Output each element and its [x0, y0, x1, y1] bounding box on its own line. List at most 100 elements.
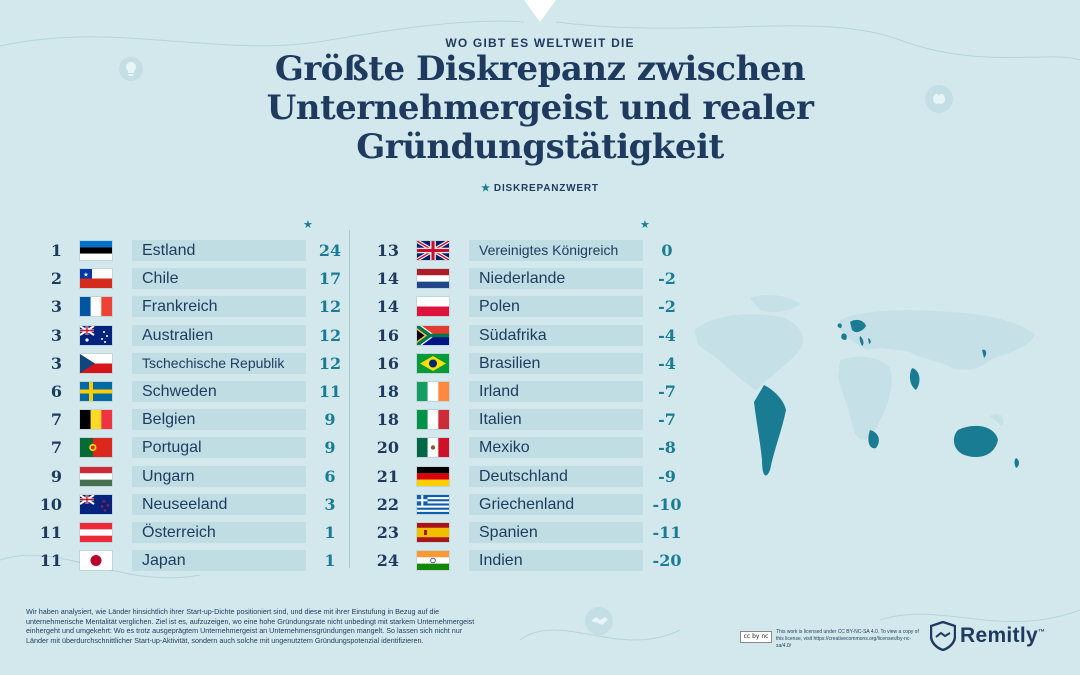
discrepancy-value: 9 — [324, 410, 336, 430]
rank-number: 18 — [376, 410, 399, 430]
country-name: Chile — [132, 268, 306, 290]
brain-icon — [925, 85, 953, 113]
eurasia-landmass — [840, 310, 1035, 370]
country-name: Spanien — [469, 521, 643, 543]
discrepancy-value: -8 — [658, 438, 676, 458]
country-name: Estland — [132, 240, 306, 261]
rank-number: 9 — [50, 466, 62, 486]
star-icon: ★ — [640, 219, 650, 231]
svg-text:★: ★ — [103, 508, 108, 514]
country-name: Irland — [469, 380, 643, 402]
mexico-flag-icon — [417, 438, 449, 458]
rank-number: 6 — [50, 381, 62, 401]
star-icon: ★ — [481, 183, 491, 194]
north-america-landmass — [695, 314, 804, 390]
greece-highlight — [868, 338, 871, 344]
country-name: Niederlande — [469, 268, 643, 290]
cc-license-badge: cc by nc — [740, 631, 772, 643]
rank-number: 11 — [39, 551, 62, 571]
rank-number: 7 — [50, 438, 62, 458]
discrepancy-value: 17 — [318, 269, 342, 289]
license-text: This work is licensed under CC BY-NC-SA … — [776, 629, 919, 649]
rank-number: 2 — [50, 269, 62, 289]
remitly-shield-handshake-icon — [929, 620, 957, 652]
country-name: Griechenland — [469, 493, 643, 515]
discrepancy-value: -2 — [658, 269, 676, 289]
discrepancy-value: 9 — [324, 438, 336, 458]
europe-highlight — [850, 319, 866, 333]
rank-number: 11 — [39, 522, 62, 542]
discrepancy-value: -2 — [658, 297, 676, 317]
lightbulb-icon — [119, 57, 143, 81]
country-name: Ungarn — [132, 465, 306, 487]
rank-number: 21 — [376, 466, 399, 486]
sweden-flag-icon — [80, 381, 112, 401]
rank-number: 23 — [376, 522, 399, 542]
discrepancy-value: -11 — [652, 522, 682, 542]
rank-number: 13 — [376, 241, 399, 260]
australia-highlight — [953, 425, 998, 458]
country-name: Italien — [469, 409, 643, 431]
svg-text:★: ★ — [102, 499, 107, 505]
rank-number: 16 — [376, 325, 399, 345]
discrepancy-value: 1 — [324, 551, 336, 571]
rank-number: 16 — [376, 353, 399, 373]
rank-number: 14 — [376, 297, 399, 317]
india-highlight — [909, 368, 920, 390]
discrepancy-value: 0 — [661, 241, 673, 260]
discrepancy-value: 24 — [318, 241, 342, 260]
country-name: Polen — [469, 296, 643, 318]
indonesia-landmass — [990, 413, 1004, 426]
rank-number: 20 — [376, 438, 399, 458]
discrepancy-value: -4 — [658, 325, 676, 345]
rank-number: 22 — [376, 494, 399, 514]
belgium-flag-icon — [80, 410, 112, 430]
rank-number: 1 — [50, 241, 62, 260]
country-name: Australien — [132, 324, 306, 346]
south-africa-flag-icon — [417, 325, 449, 345]
rank-number: 3 — [50, 325, 62, 345]
australia-flag-icon — [80, 325, 112, 345]
country-name: Japan — [132, 550, 306, 572]
greece-flag-icon — [417, 494, 449, 514]
country-name: Vereinigtes Königreich — [469, 240, 643, 261]
discrepancy-value: -4 — [658, 353, 676, 373]
discrepancy-value: -20 — [652, 551, 682, 571]
country-name: Neuseeland — [132, 493, 306, 515]
chile-flag-icon: ★ — [80, 269, 112, 289]
discrepancy-value: 6 — [324, 466, 336, 486]
handshake-icon — [585, 607, 613, 635]
discrepancy-value: -7 — [658, 381, 676, 401]
brazil-flag-icon — [417, 353, 449, 373]
country-name: Mexiko — [469, 437, 643, 459]
title-line-2: Unternehmergeist und realer — [266, 88, 814, 128]
uk-flag-icon — [417, 241, 449, 260]
south-america-highlight — [754, 385, 786, 476]
country-name: Indien — [469, 550, 643, 572]
kicker-text: WO GIBT ES WELTWEIT DIE — [445, 36, 635, 50]
discrepancy-value: 12 — [318, 353, 342, 373]
brand-name: Remitly™ — [960, 624, 1046, 647]
country-name: Brasilien — [469, 352, 643, 374]
title-line-3: Gründungstätigkeit — [356, 127, 724, 167]
discrepancy-value: 11 — [318, 381, 342, 401]
country-name: Frankreich — [132, 296, 306, 318]
top-notch — [524, 0, 556, 22]
new-zealand-flag-icon: ★★★★ — [80, 494, 112, 514]
country-name: Portugal — [132, 437, 306, 459]
italy-flag-icon — [417, 410, 449, 430]
rank-number: 14 — [376, 269, 399, 289]
rank-number: 18 — [376, 381, 399, 401]
uk-highlight — [837, 323, 842, 328]
czechia-flag-icon — [80, 353, 112, 373]
rank-number: 10 — [39, 494, 62, 514]
south-africa-highlight — [868, 430, 879, 449]
india-flag-icon — [417, 551, 449, 571]
column-divider — [349, 230, 350, 568]
italy-highlight — [859, 336, 864, 346]
netherlands-flag-icon — [417, 269, 449, 289]
svg-text:★: ★ — [100, 504, 105, 510]
greenland-landmass — [750, 295, 800, 312]
japan-highlight — [982, 349, 987, 358]
country-name: Südafrika — [469, 324, 643, 346]
